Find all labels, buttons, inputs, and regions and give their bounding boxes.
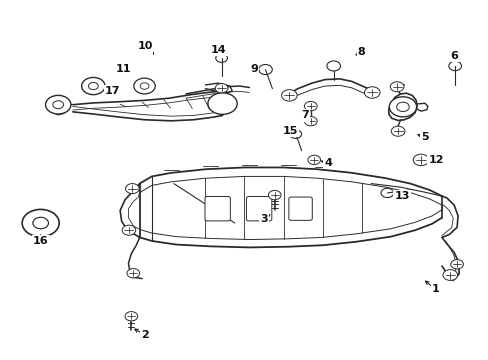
Text: 15: 15 (282, 126, 297, 135)
Circle shape (207, 93, 237, 114)
Text: 12: 12 (427, 155, 443, 165)
Circle shape (53, 101, 63, 109)
Circle shape (304, 102, 317, 111)
Circle shape (388, 97, 416, 117)
FancyBboxPatch shape (204, 197, 230, 221)
Circle shape (215, 84, 227, 93)
Circle shape (364, 87, 379, 98)
Text: 10: 10 (137, 41, 152, 50)
Circle shape (289, 130, 301, 138)
Circle shape (304, 117, 317, 126)
Text: 14: 14 (210, 45, 226, 55)
Text: 8: 8 (357, 46, 365, 57)
Circle shape (307, 155, 320, 165)
Circle shape (389, 82, 403, 92)
Circle shape (134, 78, 155, 94)
Text: 9: 9 (250, 64, 258, 74)
Circle shape (281, 90, 297, 101)
Circle shape (268, 190, 281, 200)
Text: 17: 17 (105, 86, 121, 96)
Text: 5: 5 (420, 132, 428, 142)
Text: 16: 16 (33, 236, 48, 246)
Text: 7: 7 (301, 111, 309, 121)
Text: 3: 3 (260, 215, 267, 224)
Circle shape (448, 61, 461, 71)
Circle shape (215, 54, 227, 62)
Circle shape (45, 95, 71, 114)
Circle shape (258, 64, 272, 75)
Circle shape (140, 83, 149, 89)
Text: 6: 6 (449, 51, 457, 61)
FancyBboxPatch shape (288, 197, 312, 220)
Text: 13: 13 (393, 192, 409, 202)
Circle shape (88, 82, 98, 90)
FancyBboxPatch shape (246, 197, 271, 221)
Circle shape (122, 225, 136, 235)
Text: 1: 1 (431, 284, 439, 294)
Circle shape (390, 126, 404, 136)
Circle shape (81, 77, 105, 95)
Circle shape (412, 154, 428, 166)
Circle shape (326, 61, 340, 71)
Circle shape (380, 188, 393, 198)
Circle shape (127, 269, 140, 278)
Circle shape (450, 260, 463, 269)
Text: 2: 2 (141, 330, 148, 340)
Circle shape (442, 270, 457, 280)
Circle shape (396, 102, 408, 112)
Circle shape (33, 217, 48, 229)
Text: 4: 4 (324, 158, 332, 168)
Circle shape (22, 210, 59, 237)
Circle shape (125, 184, 139, 194)
Circle shape (125, 312, 138, 321)
Text: 11: 11 (116, 64, 131, 74)
